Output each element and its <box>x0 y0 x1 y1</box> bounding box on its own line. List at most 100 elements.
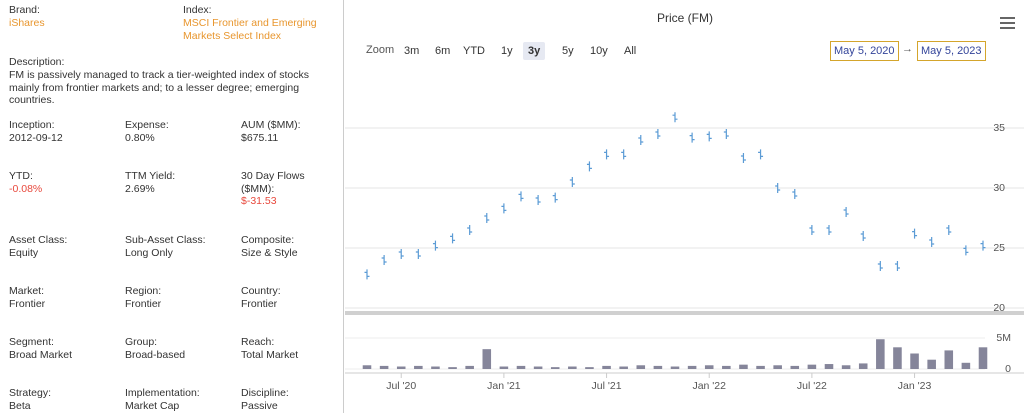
field-label: Region: <box>125 285 162 297</box>
zoom-button[interactable]: 6m <box>435 45 451 57</box>
volume-bar <box>910 353 919 369</box>
y-tick-label: 35 <box>993 122 1005 134</box>
field-value: Long Only <box>125 247 173 259</box>
field-label: 30 Day Flows ($MM): <box>241 170 305 195</box>
price-mark <box>501 203 507 214</box>
volume-bar <box>653 365 663 369</box>
volume-bar <box>602 365 611 369</box>
field-label: Description: <box>9 56 65 68</box>
volume-bar <box>927 359 936 369</box>
field-value: 2012-09-12 <box>9 132 63 144</box>
volume-bar <box>414 365 423 369</box>
volume-bar <box>465 365 474 369</box>
price-mark <box>775 183 781 193</box>
price-mark <box>877 261 883 271</box>
price-mark <box>552 192 558 203</box>
zoom-button[interactable]: All <box>624 45 637 57</box>
volume-tick-label: 5M <box>996 332 1011 344</box>
volume-bar <box>396 366 406 369</box>
field-value: 2.69% <box>125 183 155 195</box>
volume-bar <box>687 365 697 369</box>
x-tick-label: Jul '22 <box>797 380 827 392</box>
volume-bar <box>670 366 680 369</box>
volume-bar <box>568 366 577 369</box>
field-label: Inception: <box>9 119 55 131</box>
price-mark <box>946 225 952 235</box>
zoom-button[interactable]: 1y <box>501 45 513 57</box>
range-from[interactable]: May 5, 2020 <box>830 41 899 61</box>
description: FM is passively managed to track a tier-… <box>9 69 309 106</box>
range-to[interactable]: May 5, 2023 <box>917 41 986 61</box>
volume-bar <box>944 350 954 369</box>
field-value: Equity <box>9 247 39 259</box>
volume-bar <box>841 365 851 369</box>
volume-bar <box>739 364 748 369</box>
zoom-button[interactable]: 10y <box>590 45 608 57</box>
volume-bar <box>807 364 817 369</box>
price-mark <box>809 225 815 235</box>
zoom-button[interactable]: 5y <box>562 45 574 57</box>
price-mark <box>621 149 627 160</box>
field-label: Market: <box>9 285 45 297</box>
volume-bar <box>824 364 834 369</box>
price-mark <box>484 213 490 223</box>
price-mark <box>467 225 473 235</box>
price-mark <box>929 237 935 247</box>
field-value: MSCI Frontier and Emerging Markets Selec… <box>183 17 317 42</box>
volume-bar <box>790 365 800 369</box>
field-value: $-31.53 <box>241 195 277 207</box>
x-tick-label: Jan '22 <box>692 380 726 392</box>
price-mark <box>912 228 918 239</box>
volume-bar <box>978 347 988 369</box>
field-label: TTM Yield: <box>125 170 176 182</box>
volume-tick-label: 0 <box>1005 363 1011 375</box>
price-mark <box>398 249 404 259</box>
field-value: Market Cap <box>125 400 180 412</box>
chart-title: Price (FM) <box>657 11 713 25</box>
volume-bar <box>499 366 509 369</box>
field-value: Beta <box>9 400 31 412</box>
field-label: Implementation: <box>125 387 200 399</box>
field-value: Broad Market <box>9 349 73 361</box>
volume-bar <box>773 365 782 369</box>
price-mark <box>638 135 644 145</box>
volume-bar <box>756 365 765 369</box>
price-mark <box>689 132 695 143</box>
field-value: Frontier <box>241 298 278 310</box>
price-mark <box>963 245 969 256</box>
info-panel: Brand: iShares Index: MSCI Frontier and … <box>0 0 344 413</box>
price-mark <box>415 249 421 259</box>
field-label: Asset Class: <box>9 234 68 246</box>
volume-bar <box>893 347 902 369</box>
volume-bar <box>722 365 731 369</box>
zoom-button[interactable]: 3y <box>523 42 546 60</box>
price-mark <box>894 261 900 271</box>
range-separator: → <box>902 43 913 55</box>
menu-icon[interactable] <box>1000 16 1016 30</box>
x-tick-label: Jul '20 <box>386 380 416 392</box>
volume-bar <box>619 366 628 369</box>
field-value: Frontier <box>9 298 46 310</box>
price-mark <box>604 149 610 160</box>
x-tick-label: Jul '21 <box>592 380 622 392</box>
price-mark <box>432 240 438 251</box>
field-label: Strategy: <box>9 387 52 399</box>
volume-bar <box>704 365 714 369</box>
price-mark <box>364 269 370 280</box>
price-mark <box>672 112 678 123</box>
field-label: AUM ($MM): <box>241 119 301 131</box>
zoom-button[interactable]: YTD <box>463 45 485 57</box>
price-mark <box>381 255 387 265</box>
field-label: Group: <box>125 336 158 348</box>
field-value: Passive <box>241 400 278 412</box>
volume-bar <box>533 366 543 369</box>
zoom-button[interactable]: 3m <box>404 45 420 57</box>
price-mark <box>655 129 661 139</box>
volume-bar <box>482 349 492 369</box>
price-mark <box>740 153 746 163</box>
y-tick-label: 30 <box>993 182 1005 194</box>
chart: Price (FM) 20 25 30 35 0 5M Jul '20 Jan '21 Jul … <box>345 11 1024 392</box>
x-tick-label: Jan '21 <box>487 380 521 392</box>
volume-bar <box>448 367 457 369</box>
